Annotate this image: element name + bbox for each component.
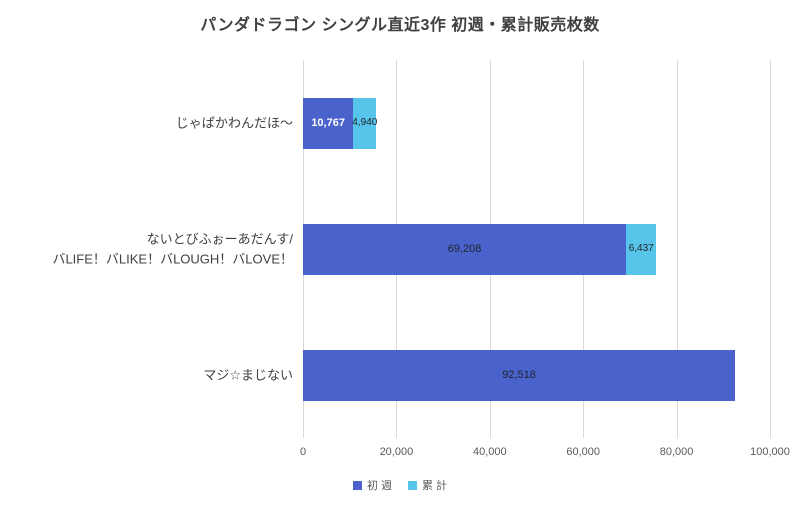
gridline <box>676 60 678 438</box>
category-label-line: マジ☆まじない <box>203 367 293 383</box>
chart-title: パンダドラゴン シングル直近3作 初週・累計販売枚数 <box>200 17 600 34</box>
x-tick-label: 20,000 <box>379 446 414 458</box>
value-label: 92,518 <box>502 368 536 381</box>
category-label-line: じゃぱかわんだほ～ <box>175 115 293 131</box>
bar-segment-first-week: 10,767 <box>303 97 354 149</box>
gridline <box>770 60 771 438</box>
bar-segment-cumulative: 4,940 <box>352 97 378 149</box>
value-label: 4,940 <box>352 117 378 128</box>
legend-swatch-first-week <box>352 480 362 490</box>
legend: 初 週累 計 <box>0 477 800 493</box>
category-label: ないとびふぉーあだんす/バLIFE！バLIKE！バLOUGH！バLOVE！ <box>52 230 293 269</box>
legend-label-cumulative: 累 計 <box>422 480 448 492</box>
bar-segment-first-week: 69,208 <box>303 223 627 275</box>
bar-segment-first-week: 92,518 <box>303 349 736 401</box>
category-label-line: ないとびふぉーあだんす/ <box>146 231 293 247</box>
legend-item-first-week: 初 週 <box>352 477 392 493</box>
legend-swatch-cumulative <box>408 480 417 490</box>
legend-label-first-week: 初 週 <box>366 480 392 492</box>
category-label: マジ☆まじない <box>203 365 293 385</box>
x-tick-label: 60,000 <box>566 446 601 458</box>
x-tick-label: 80,000 <box>659 446 694 458</box>
x-tick-label: 100,000 <box>750 446 790 458</box>
category-label-line: バLIFE！バLIKE！バLOUGH！バLOVE！ <box>52 251 293 266</box>
value-label: 69,208 <box>447 242 482 255</box>
value-label: 10,767 <box>311 116 345 129</box>
category-label: じゃぱかわんだほ～ <box>176 113 293 133</box>
value-label: 6,437 <box>628 243 654 254</box>
legend-item-cumulative: 累 計 <box>408 477 447 493</box>
x-tick-label: 0 <box>299 446 307 458</box>
x-tick-label: 40,000 <box>472 446 507 458</box>
bar-segment-cumulative: 6,437 <box>626 223 657 275</box>
